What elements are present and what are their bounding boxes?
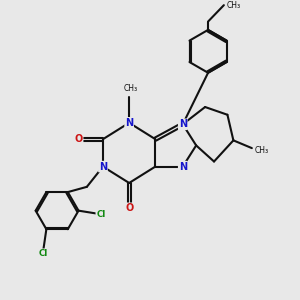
Text: CH₃: CH₃ (254, 146, 268, 155)
Text: CH₃: CH₃ (124, 84, 138, 93)
Text: Cl: Cl (38, 249, 47, 258)
Text: CH₃: CH₃ (226, 1, 240, 10)
Text: N: N (179, 162, 187, 172)
Text: N: N (179, 119, 187, 129)
Text: N: N (99, 162, 107, 172)
Text: O: O (125, 203, 133, 213)
Text: O: O (74, 134, 83, 144)
Text: Cl: Cl (96, 210, 106, 219)
Text: N: N (125, 118, 133, 128)
